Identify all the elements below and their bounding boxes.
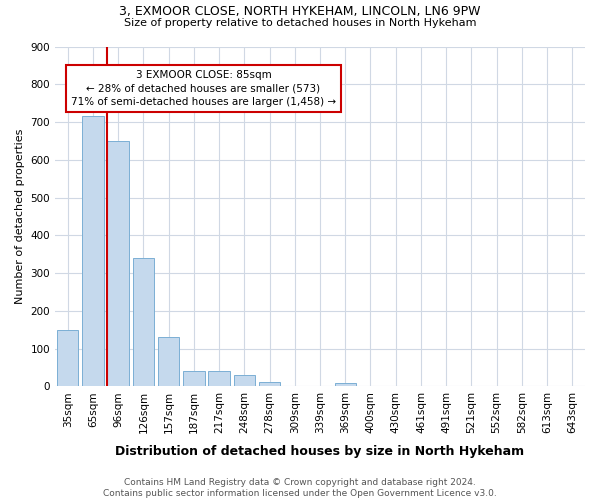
Bar xyxy=(82,116,104,386)
Bar xyxy=(233,375,255,386)
Text: 3 EXMOOR CLOSE: 85sqm
← 28% of detached houses are smaller (573)
71% of semi-det: 3 EXMOOR CLOSE: 85sqm ← 28% of detached … xyxy=(71,70,336,106)
Bar xyxy=(183,370,205,386)
Text: Contains HM Land Registry data © Crown copyright and database right 2024.
Contai: Contains HM Land Registry data © Crown c… xyxy=(103,478,497,498)
Bar xyxy=(259,382,280,386)
X-axis label: Distribution of detached houses by size in North Hykeham: Distribution of detached houses by size … xyxy=(115,444,524,458)
Bar xyxy=(107,141,129,386)
Bar xyxy=(158,338,179,386)
Bar xyxy=(57,330,79,386)
Text: Size of property relative to detached houses in North Hykeham: Size of property relative to detached ho… xyxy=(124,18,476,28)
Y-axis label: Number of detached properties: Number of detached properties xyxy=(15,129,25,304)
Bar xyxy=(335,382,356,386)
Bar xyxy=(208,372,230,386)
Text: 3, EXMOOR CLOSE, NORTH HYKEHAM, LINCOLN, LN6 9PW: 3, EXMOOR CLOSE, NORTH HYKEHAM, LINCOLN,… xyxy=(119,5,481,18)
Bar xyxy=(133,258,154,386)
